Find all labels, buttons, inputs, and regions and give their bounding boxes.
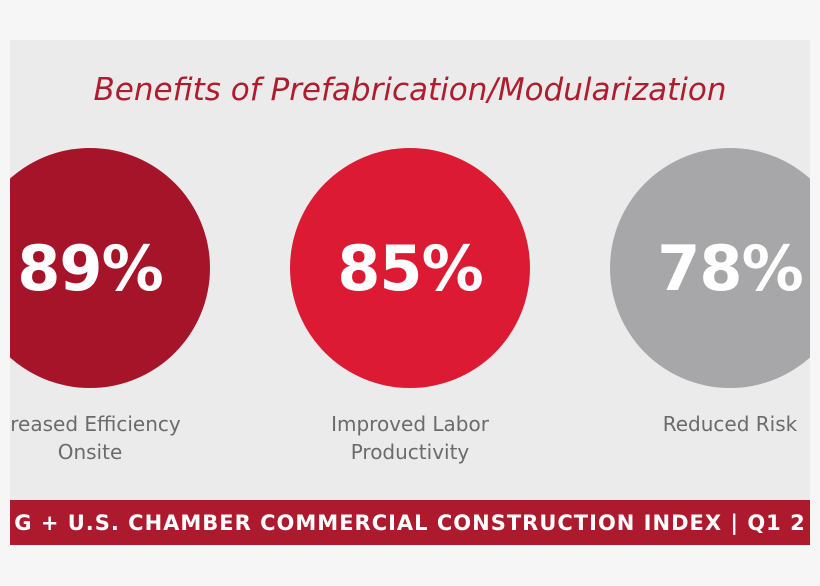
title: Benefits of Prefabrication/Modularizatio… xyxy=(93,72,727,108)
footer-text: G + U.S. CHAMBER COMMERCIAL CONSTRUCTION… xyxy=(14,510,806,535)
percent: 78% xyxy=(657,231,803,305)
circle: 85% xyxy=(290,148,530,388)
benefit-label: Reduced Risk xyxy=(570,410,810,438)
label-line: Reduced Risk xyxy=(662,412,798,436)
label-line: Onsite xyxy=(57,440,123,464)
circle: 78% xyxy=(610,148,810,388)
label-line: Productivity xyxy=(350,440,470,464)
circle: 89% xyxy=(10,148,210,388)
percent: 89% xyxy=(17,231,163,305)
percent: 85% xyxy=(337,231,483,305)
infographic-panel: Benefits of Prefabrication/Modularizatio… xyxy=(10,40,810,545)
label-line: creased Efficiency xyxy=(10,412,181,436)
label-line: Improved Labor xyxy=(331,412,489,436)
footer-band: G + U.S. CHAMBER COMMERCIAL CONSTRUCTION… xyxy=(10,500,810,545)
benefit-label: Improved Labor Productivity xyxy=(250,410,570,466)
benefit-label: creased Efficiency Onsite xyxy=(10,410,250,466)
